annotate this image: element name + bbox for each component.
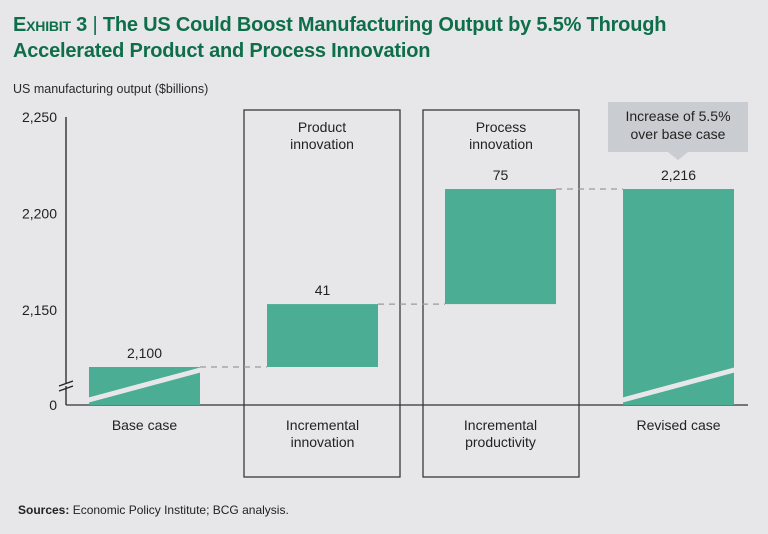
callout-text: Increase of 5.5%	[625, 108, 730, 124]
category-label: Revised case	[636, 417, 720, 433]
category-label: Base case	[112, 417, 178, 433]
chart-title: Exhibit 3 | The US Could Boost Manufactu…	[13, 12, 763, 64]
group-box-product	[243, 109, 401, 478]
y-tick-label: 0	[49, 397, 57, 413]
axis-break-mark	[58, 380, 74, 392]
bar-revised-case	[623, 189, 734, 405]
bar-incremental-innovation	[267, 304, 378, 367]
bar-break-stripe	[618, 366, 739, 404]
bar-break-stripe	[84, 366, 205, 404]
exhibit-label: Exhibit 3	[13, 14, 88, 36]
group-label: Process	[476, 119, 527, 135]
title-separator: |	[92, 14, 98, 36]
sources-label: Sources:	[18, 503, 70, 517]
callout-box	[608, 102, 748, 152]
y-tick-label: 2,250	[22, 109, 57, 125]
callout-text: over base case	[631, 126, 726, 142]
bar-incremental-productivity	[445, 189, 556, 305]
title-text: The US Could Boost Manufacturing Output …	[13, 14, 667, 62]
y-tick-label: 2,200	[22, 206, 57, 222]
group-label: innovation	[469, 136, 533, 152]
group-label: innovation	[290, 136, 354, 152]
category-label: innovation	[291, 434, 355, 450]
sources-text: Economic Policy Institute; BCG analysis.	[72, 503, 289, 517]
callout-pointer	[668, 152, 688, 160]
category-label: Incremental	[286, 417, 359, 433]
axis-break-stroke	[58, 385, 74, 392]
y-tick-label: 2,150	[22, 302, 57, 318]
group-box-process	[422, 109, 580, 478]
bar-value-label: 2,216	[661, 167, 696, 183]
axis-break-gap	[63, 383, 69, 386]
category-label: productivity	[465, 434, 536, 450]
bar-value-label: 75	[493, 167, 509, 183]
axis-break-stroke	[58, 380, 74, 387]
group-label: Product	[298, 119, 346, 135]
category-label: Incremental	[464, 417, 537, 433]
bar-value-label: 41	[315, 282, 331, 298]
sources-note: Sources: Economic Policy Institute; BCG …	[18, 503, 289, 517]
y-axis-label: US manufacturing output ($billions)	[13, 82, 209, 96]
bar-value-label: 2,100	[127, 345, 162, 361]
